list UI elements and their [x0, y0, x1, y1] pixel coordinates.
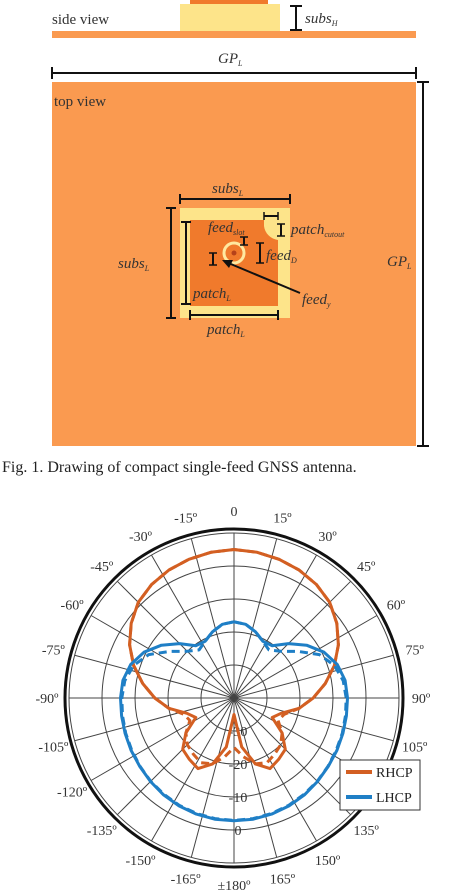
- polar-radial-tick-label: -20: [229, 758, 248, 773]
- polar-angle-label: 165º: [270, 873, 296, 888]
- polar-grid-spoke: [233, 654, 394, 699]
- polar-grid-spoke: [233, 554, 317, 699]
- subs-l-top-label: subsL: [212, 181, 244, 198]
- polar-grid-spoke: [74, 697, 235, 742]
- polar-grid-spoke: [190, 697, 235, 858]
- polar-angle-label: -90º: [35, 692, 59, 707]
- polar-grid-spoke: [233, 580, 352, 699]
- feed-slot-label: feedslot: [208, 220, 245, 237]
- polar-angle-label: 150º: [315, 854, 341, 869]
- polar-grid-spoke: [233, 697, 317, 842]
- polar-grid-spoke: [151, 554, 235, 699]
- polar-angle-label: ±180º: [217, 879, 251, 892]
- polar-angle-label: -75º: [42, 644, 66, 659]
- polar-angle-label: -135º: [87, 824, 118, 839]
- polar-grid-spoke: [233, 697, 394, 742]
- figure1-caption: Fig. 1. Drawing of compact single-feed G…: [2, 459, 357, 476]
- polar-radial-tick-label: 0: [235, 824, 242, 839]
- polar-angle-label: -45º: [90, 560, 114, 575]
- polar-angle-label: 105º: [402, 740, 428, 755]
- subs-l-left-label: subsL: [118, 256, 150, 273]
- polar-grid-spoke: [233, 697, 278, 858]
- polar-grid-spoke: [90, 697, 235, 781]
- antenna-drawing: side view subsH GPL top view GPL subsL: [51, 0, 429, 447]
- gp-l-right-label: GPL: [387, 254, 412, 271]
- polar-angle-label: -165º: [171, 873, 202, 888]
- polar-grid-spoke: [116, 697, 235, 816]
- feed-y-label: feedy: [302, 292, 331, 309]
- feed-slot-ring: [222, 241, 246, 265]
- polar-angle-label: -120º: [57, 786, 88, 801]
- side-view-patch-top: [190, 0, 268, 4]
- polar-angle-label: 15º: [273, 511, 292, 526]
- polar-grid-spoke: [233, 615, 378, 699]
- polar-angle-label: -60º: [61, 599, 85, 614]
- legend-label-rhcp: RHCP: [376, 766, 413, 781]
- patch-l-inner-label: patchL: [192, 286, 231, 303]
- polar-grid-spoke: [74, 654, 235, 699]
- polar-angle-label: 60º: [387, 599, 406, 614]
- legend-box: [339, 759, 421, 811]
- polar-angle-label: -30º: [129, 530, 153, 545]
- side-view-label: side view: [52, 12, 109, 28]
- feed-pin: [231, 250, 237, 256]
- polar-grid-spoke: [90, 615, 235, 699]
- side-view-substrate: [180, 4, 280, 31]
- feed-y-arrowhead: [222, 260, 233, 268]
- polar-radiation-plot: 0 15º 30º 45º 60º 75º 90º 105º 135º 150º 165º ±180º…: [35, 505, 430, 892]
- polar-grid-spoke: [116, 580, 235, 699]
- feed-y-arrow: [225, 261, 301, 294]
- polar-angle-label: 45º: [357, 560, 376, 575]
- polar-angle-label: -150º: [125, 854, 156, 869]
- series-rhcp-solid: [128, 548, 340, 771]
- polar-angle-label: 75º: [405, 644, 424, 659]
- series-lhcp-solid: [119, 620, 349, 823]
- patch-cutout-label: patchcutout: [290, 222, 345, 239]
- polar-outer-ring: [63, 527, 405, 869]
- subs-h-label: subsH: [305, 11, 339, 28]
- gp-l-top-label: GPL: [218, 51, 243, 68]
- polar-angle-label: -15º: [174, 511, 198, 526]
- polar-grid-spoke: [233, 538, 278, 699]
- side-view-ground-plane: [52, 31, 416, 38]
- polar-angle-label: 135º: [354, 824, 380, 839]
- legend: RHCP LHCP: [339, 759, 421, 811]
- polar-angle-label: 0: [231, 505, 238, 520]
- polar-radial-tick-label: -10: [229, 791, 248, 806]
- polar-grid-spoke: [233, 697, 352, 816]
- feed-d-label: feedD: [266, 248, 297, 265]
- polar-grid-spoke: [151, 697, 235, 842]
- polar-grid-spoke: [190, 538, 235, 699]
- polar-angle-label: -105º: [38, 740, 69, 755]
- legend-label-lhcp: LHCP: [376, 791, 412, 806]
- polar-angle-label: 90º: [412, 692, 431, 707]
- top-view-label: top view: [54, 94, 106, 110]
- polar-angle-label: 30º: [318, 530, 337, 545]
- patch-l-bottom-label: patchL: [206, 322, 245, 339]
